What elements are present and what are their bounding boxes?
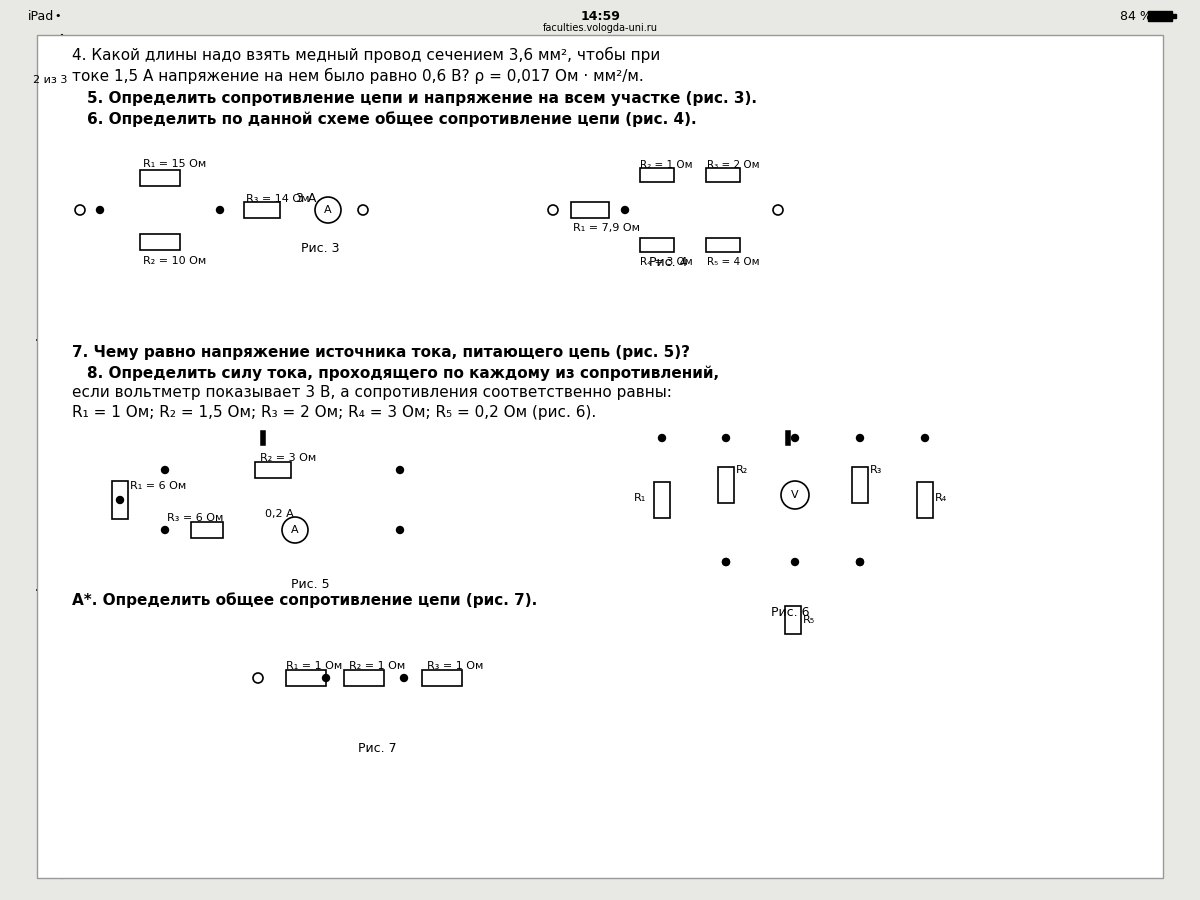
Circle shape <box>401 674 408 681</box>
Text: 2 из 3: 2 из 3 <box>32 75 67 85</box>
Bar <box>140 170 180 186</box>
Text: 8. Определить силу тока, проходящего по каждому из сопротивлений,: 8. Определить силу тока, проходящего по … <box>88 365 719 381</box>
Text: R₂ = 1 Ом: R₂ = 1 Ом <box>640 160 692 170</box>
Bar <box>244 202 280 218</box>
Text: R₃: R₃ <box>870 465 882 475</box>
Text: 6. Определить по данной схеме общее сопротивление цепи (рис. 4).: 6. Определить по данной схеме общее сопр… <box>88 111 697 127</box>
Text: •: • <box>55 11 61 21</box>
Text: R₂: R₂ <box>736 465 749 475</box>
Circle shape <box>96 206 103 213</box>
Circle shape <box>773 205 784 215</box>
Text: V: V <box>791 490 799 500</box>
Text: Рис. 6: Рис. 6 <box>770 606 809 618</box>
Circle shape <box>162 466 168 473</box>
Text: R₃ = 1 Ом: R₃ = 1 Ом <box>427 661 484 671</box>
Circle shape <box>622 206 629 213</box>
Circle shape <box>396 526 403 534</box>
Text: R₂ = 10 Ом: R₂ = 10 Ом <box>143 256 206 266</box>
Text: 4. Какой длины надо взять медный провод сечением 3,6 мм², чтобы при: 4. Какой длины надо взять медный провод … <box>72 47 660 63</box>
Bar <box>112 481 128 519</box>
Circle shape <box>282 517 308 543</box>
Bar <box>654 482 670 518</box>
Text: R₂ = 3 Ом: R₂ = 3 Ом <box>260 453 317 463</box>
Bar <box>344 670 384 686</box>
Text: R₁ = 1 Ом; R₂ = 1,5 Ом; R₃ = 2 Ом; R₄ = 3 Ом; R₅ = 0,2 Ом (рис. 6).: R₁ = 1 Ом; R₂ = 1,5 Ом; R₃ = 2 Ом; R₄ = … <box>72 406 596 420</box>
Text: токе 1,5 А напряжение на нем было равно 0,6 В? ρ = 0,017 Ом · мм²/м.: токе 1,5 А напряжение на нем было равно … <box>72 68 643 84</box>
Text: R₁ = 6 Ом: R₁ = 6 Ом <box>130 481 186 491</box>
Circle shape <box>857 559 864 565</box>
Text: R₄: R₄ <box>935 493 947 503</box>
Text: 3 А: 3 А <box>296 192 317 204</box>
Text: R₁ = 1 Ом: R₁ = 1 Ом <box>286 661 342 671</box>
Text: 5. Определить сопротивление цепи и напряжение на всем участке (рис. 3).: 5. Определить сопротивление цепи и напря… <box>88 91 757 105</box>
Text: R₃ = 6 Ом: R₃ = 6 Ом <box>167 513 223 523</box>
Circle shape <box>323 674 330 681</box>
Circle shape <box>659 435 666 442</box>
Text: R₃ = 14 Ом: R₃ = 14 Ом <box>246 194 310 204</box>
Text: R₃ = 2 Ом: R₃ = 2 Ом <box>707 160 760 170</box>
Bar <box>191 522 223 538</box>
Circle shape <box>162 526 168 534</box>
Bar <box>852 467 868 503</box>
Circle shape <box>922 435 929 442</box>
Text: А*. Определить общее сопротивление цепи (рис. 7).: А*. Определить общее сопротивление цепи … <box>72 592 538 608</box>
Bar <box>254 462 290 478</box>
Circle shape <box>216 206 223 213</box>
Circle shape <box>548 205 558 215</box>
Circle shape <box>116 497 124 503</box>
Text: Рис. 3: Рис. 3 <box>301 241 340 255</box>
Circle shape <box>781 481 809 509</box>
Text: Рис. 4: Рис. 4 <box>649 256 688 268</box>
Bar <box>640 168 674 182</box>
Circle shape <box>792 435 798 442</box>
Text: faculties.vologda-uni.ru: faculties.vologda-uni.ru <box>542 23 658 33</box>
Text: 7. Чему равно напряжение источника тока, питающего цепь (рис. 5)?: 7. Чему равно напряжение источника тока,… <box>72 345 690 359</box>
Circle shape <box>857 559 864 565</box>
Circle shape <box>314 197 341 223</box>
Text: Рис. 7: Рис. 7 <box>358 742 397 754</box>
Text: если вольтметр показывает 3 В, а сопротивления соответственно равны:: если вольтметр показывает 3 В, а сопроти… <box>72 385 672 400</box>
Text: Рис. 5: Рис. 5 <box>290 578 329 590</box>
Text: R₅: R₅ <box>803 615 815 625</box>
Bar <box>1172 14 1176 18</box>
Circle shape <box>722 559 730 565</box>
Circle shape <box>792 559 798 565</box>
Bar <box>706 238 740 252</box>
Bar <box>0 0 1200 32</box>
Text: R₅ = 4 Ом: R₅ = 4 Ом <box>707 257 760 267</box>
Bar <box>917 482 934 518</box>
Bar <box>1148 11 1172 21</box>
Bar <box>286 670 326 686</box>
Text: R₄ = 3 Ом: R₄ = 3 Ом <box>640 257 692 267</box>
Circle shape <box>722 435 730 442</box>
Text: 14:59: 14:59 <box>580 10 620 22</box>
Text: R₁: R₁ <box>634 493 646 503</box>
Text: R₂ = 1 Ом: R₂ = 1 Ом <box>349 661 406 671</box>
Bar <box>571 202 610 218</box>
Text: A: A <box>292 525 299 535</box>
Text: A: A <box>324 205 332 215</box>
Circle shape <box>396 466 403 473</box>
Circle shape <box>74 205 85 215</box>
Text: R₁ = 7,9 Ом: R₁ = 7,9 Ом <box>574 223 640 233</box>
Text: iPad: iPad <box>28 10 54 22</box>
Text: 0,2 А: 0,2 А <box>265 509 294 519</box>
Bar <box>640 238 674 252</box>
Circle shape <box>857 435 864 442</box>
Bar <box>140 234 180 250</box>
Bar <box>785 606 802 634</box>
Text: R₁ = 15 Ом: R₁ = 15 Ом <box>143 159 206 169</box>
Circle shape <box>253 673 263 683</box>
Bar <box>706 168 740 182</box>
Bar <box>718 467 734 503</box>
Text: 84 %: 84 % <box>1120 10 1152 22</box>
Bar <box>422 670 462 686</box>
Circle shape <box>358 205 368 215</box>
Circle shape <box>722 559 730 565</box>
